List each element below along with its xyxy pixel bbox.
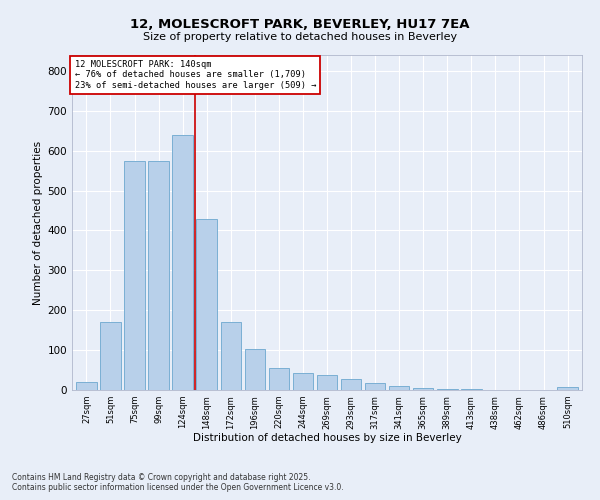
Text: 12 MOLESCROFT PARK: 140sqm
← 76% of detached houses are smaller (1,709)
23% of s: 12 MOLESCROFT PARK: 140sqm ← 76% of deta… bbox=[74, 60, 316, 90]
Text: 12, MOLESCROFT PARK, BEVERLEY, HU17 7EA: 12, MOLESCROFT PARK, BEVERLEY, HU17 7EA bbox=[130, 18, 470, 30]
Bar bbox=[389, 386, 409, 390]
Bar bbox=[365, 383, 385, 390]
Bar bbox=[124, 160, 145, 390]
Bar bbox=[317, 375, 337, 390]
Y-axis label: Number of detached properties: Number of detached properties bbox=[34, 140, 43, 304]
Text: Size of property relative to detached houses in Beverley: Size of property relative to detached ho… bbox=[143, 32, 457, 42]
Bar bbox=[269, 368, 289, 390]
Bar bbox=[557, 387, 578, 390]
Bar bbox=[196, 218, 217, 390]
Bar bbox=[148, 160, 169, 390]
Bar bbox=[100, 322, 121, 390]
Bar bbox=[76, 382, 97, 390]
Bar bbox=[293, 373, 313, 390]
Bar bbox=[221, 322, 241, 390]
Bar bbox=[341, 379, 361, 390]
Bar bbox=[413, 388, 433, 390]
Text: Contains HM Land Registry data © Crown copyright and database right 2025.
Contai: Contains HM Land Registry data © Crown c… bbox=[12, 473, 344, 492]
Bar bbox=[172, 135, 193, 390]
Bar bbox=[437, 389, 458, 390]
Bar bbox=[461, 389, 482, 390]
X-axis label: Distribution of detached houses by size in Beverley: Distribution of detached houses by size … bbox=[193, 433, 461, 443]
Bar bbox=[245, 349, 265, 390]
